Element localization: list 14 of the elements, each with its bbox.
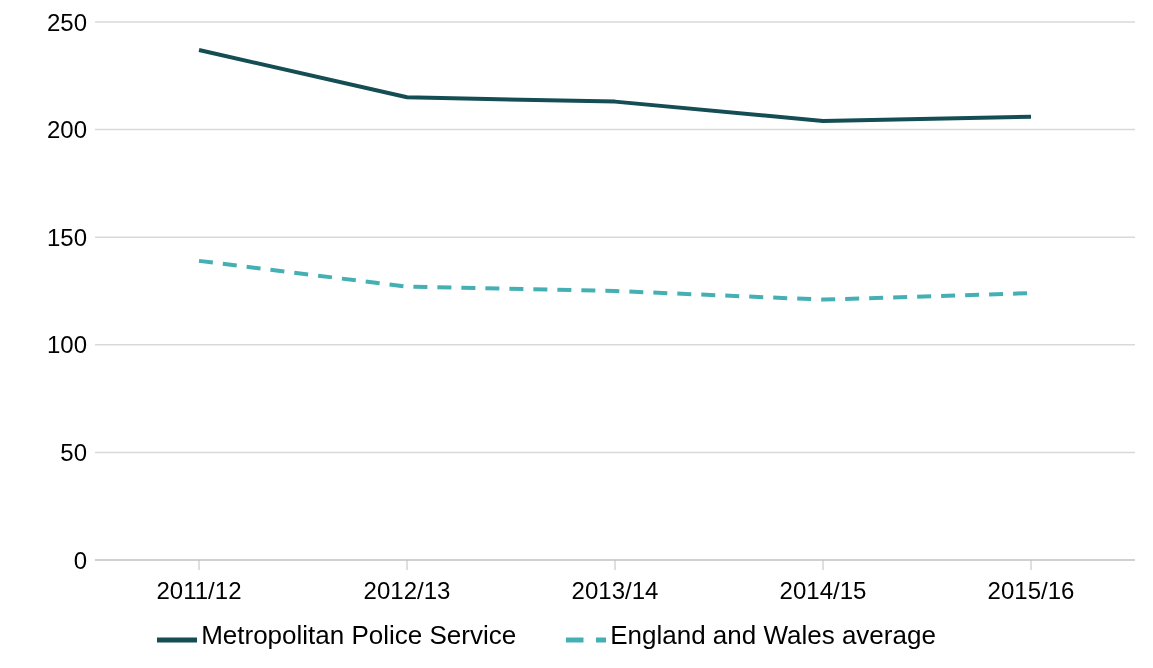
y-tick-label: 50 [60, 438, 87, 466]
y-tick-label: 250 [46, 8, 87, 36]
legend-label: England and Wales average [610, 620, 936, 651]
x-tick-label: 2015/16 [987, 577, 1075, 605]
x-tick-label: 2014/15 [779, 577, 867, 605]
y-tick-label: 100 [46, 331, 87, 359]
x-tick-label: 2011/12 [156, 577, 242, 605]
y-tick-label: 0 [73, 546, 87, 574]
y-tick-label: 150 [46, 223, 87, 251]
legend-label: Metropolitan Police Service [201, 620, 517, 651]
x-tick-label: 2012/13 [363, 577, 451, 605]
y-tick-label: 200 [46, 116, 87, 144]
line-series [197, 47, 1033, 123]
x-tick-label: 2013/14 [571, 577, 659, 605]
